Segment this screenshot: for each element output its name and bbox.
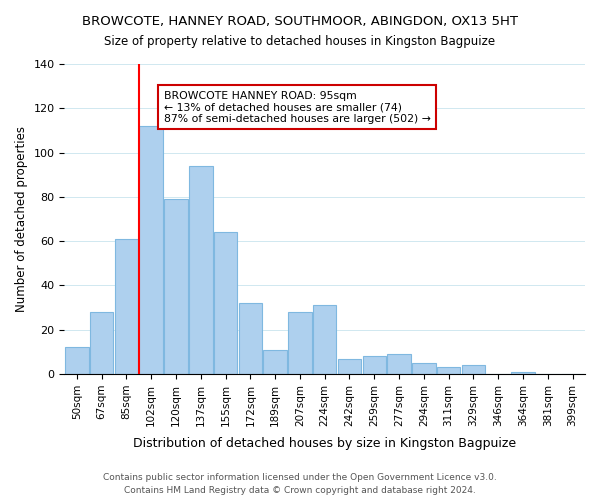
- Bar: [65, 348, 89, 374]
- Text: BROWCOTE, HANNEY ROAD, SOUTHMOOR, ABINGDON, OX13 5HT: BROWCOTE, HANNEY ROAD, SOUTHMOOR, ABINGD…: [82, 15, 518, 28]
- Text: Size of property relative to detached houses in Kingston Bagpuize: Size of property relative to detached ho…: [104, 35, 496, 48]
- Text: Contains HM Land Registry data © Crown copyright and database right 2024.: Contains HM Land Registry data © Crown c…: [124, 486, 476, 495]
- Bar: [461, 365, 485, 374]
- Bar: [139, 126, 163, 374]
- Bar: [511, 372, 535, 374]
- Bar: [288, 312, 311, 374]
- Bar: [239, 303, 262, 374]
- Text: Contains public sector information licensed under the Open Government Licence v3: Contains public sector information licen…: [103, 474, 497, 482]
- Bar: [115, 239, 138, 374]
- Text: BROWCOTE HANNEY ROAD: 95sqm
← 13% of detached houses are smaller (74)
87% of sem: BROWCOTE HANNEY ROAD: 95sqm ← 13% of det…: [164, 90, 430, 124]
- Bar: [189, 166, 212, 374]
- Bar: [387, 354, 411, 374]
- X-axis label: Distribution of detached houses by size in Kingston Bagpuize: Distribution of detached houses by size …: [133, 437, 516, 450]
- Bar: [164, 199, 188, 374]
- Y-axis label: Number of detached properties: Number of detached properties: [15, 126, 28, 312]
- Bar: [412, 363, 436, 374]
- Bar: [214, 232, 238, 374]
- Bar: [437, 368, 460, 374]
- Bar: [263, 350, 287, 374]
- Bar: [338, 358, 361, 374]
- Bar: [362, 356, 386, 374]
- Bar: [313, 306, 337, 374]
- Bar: [90, 312, 113, 374]
